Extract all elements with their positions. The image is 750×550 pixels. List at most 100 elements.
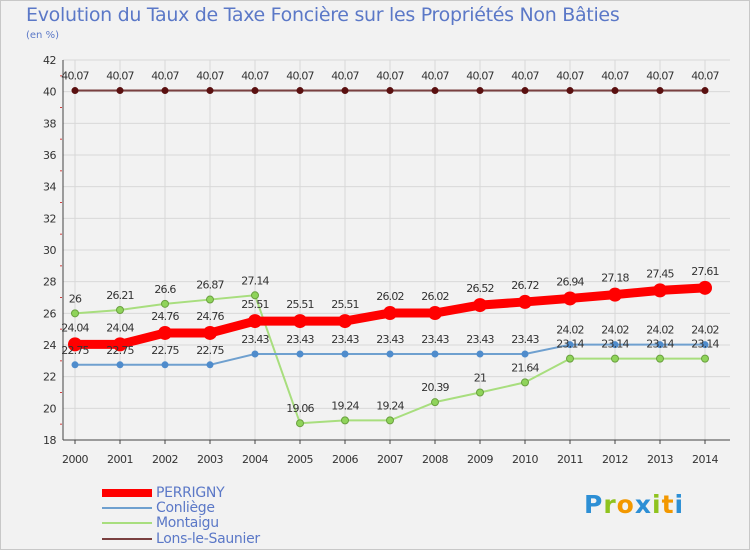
data-point-montaigu <box>566 354 574 363</box>
data-point-montaigu <box>206 295 214 304</box>
data-label-perrigny: 26.02 <box>376 290 404 303</box>
legend-item-conliege: Conliège <box>102 500 215 516</box>
legend-swatch-perrigny <box>102 489 152 497</box>
data-label-montaigu: 26.21 <box>106 289 134 302</box>
logo-letter: P <box>584 490 604 519</box>
data-label-perrigny: 26.52 <box>466 282 494 295</box>
grid <box>63 59 730 441</box>
data-label-lons-le-saunier: 40.07 <box>466 70 494 83</box>
data-label-montaigu: 23.14 <box>691 338 719 351</box>
data-label-montaigu: 19.24 <box>331 399 359 412</box>
axes: 18 20 22 24 26 28 30 32 34 36 38 40 42 2000 2001 2002 20… <box>43 54 730 466</box>
data-point-perrigny <box>518 294 532 309</box>
data-point-perrigny <box>608 287 622 302</box>
data-point-lons-le-saunier <box>611 87 619 95</box>
data-label-conliege: 22.75 <box>151 344 179 357</box>
x-tick-label: 2014 <box>692 453 718 466</box>
y-tick-label: 32 <box>43 212 56 225</box>
data-point-montaigu <box>521 378 529 387</box>
y-tick-label: 30 <box>43 244 56 257</box>
data-label-conliege: 23.43 <box>241 333 269 346</box>
data-point-perrigny <box>248 314 262 329</box>
data-label-lons-le-saunier: 40.07 <box>61 70 89 83</box>
data-point-montaigu <box>296 419 304 428</box>
data-label-montaigu: 19.06 <box>286 402 314 415</box>
data-label-conliege: 22.75 <box>61 344 89 357</box>
data-point-conliege <box>521 350 529 358</box>
data-label-perrigny: 25.51 <box>331 298 359 311</box>
chart-unit-label: (en %) <box>26 30 59 41</box>
data-point-lons-le-saunier <box>656 87 664 95</box>
data-point-lons-le-saunier <box>701 87 709 95</box>
data-point-lons-le-saunier <box>161 87 169 95</box>
data-label-perrigny: 27.61 <box>691 265 719 278</box>
x-tick-label: 2000 <box>62 453 88 466</box>
data-label-montaigu: 23.14 <box>556 338 584 351</box>
data-label-perrigny: 24.04 <box>61 321 89 334</box>
data-label-lons-le-saunier: 40.07 <box>196 70 224 83</box>
data-point-conliege <box>251 350 259 358</box>
data-label-perrigny: 24.76 <box>196 310 224 323</box>
data-label-conliege: 22.75 <box>196 344 224 357</box>
y-tick-label: 24 <box>43 339 56 352</box>
data-label-perrigny: 24.76 <box>151 310 179 323</box>
data-label-lons-le-saunier: 40.07 <box>511 70 539 83</box>
y-tick-label: 34 <box>43 181 56 194</box>
y-tick-label: 28 <box>43 276 56 289</box>
data-label-lons-le-saunier: 40.07 <box>421 70 449 83</box>
x-tick-label: 2003 <box>197 453 223 466</box>
legend-label-conliege: Conliège <box>156 500 215 516</box>
x-tick-label: 2004 <box>242 453 268 466</box>
data-point-conliege <box>206 361 214 369</box>
legend-swatch-montaigu <box>102 522 152 524</box>
x-tick-label: 2012 <box>602 453 628 466</box>
data-point-conliege <box>161 361 169 369</box>
logo-letter: r <box>603 490 617 519</box>
data-label-montaigu: 26.6 <box>154 283 176 296</box>
data-point-lons-le-saunier <box>71 87 79 95</box>
x-tick-label: 2011 <box>557 453 583 466</box>
data-label-perrigny: 26.02 <box>421 290 449 303</box>
data-label-perrigny: 25.51 <box>241 298 269 311</box>
legend-item-perrigny: PERRIGNY <box>102 485 225 501</box>
data-point-conliege <box>701 341 709 349</box>
logo-letter: i <box>674 490 685 519</box>
legend-swatch-conliege <box>102 507 152 509</box>
data-label-lons-le-saunier: 40.07 <box>151 70 179 83</box>
data-point-conliege <box>656 341 664 349</box>
chart-title: Evolution du Taux de Taxe Foncière sur l… <box>26 4 620 26</box>
data-label-perrigny: 27.18 <box>601 272 629 285</box>
data-label-conliege: 23.43 <box>286 333 314 346</box>
y-tick-label: 42 <box>43 54 56 67</box>
data-point-perrigny <box>428 306 442 321</box>
data-point-montaigu <box>701 354 709 363</box>
data-point-montaigu <box>161 299 169 308</box>
y-tick-label: 36 <box>43 149 56 162</box>
y-tick-label: 20 <box>43 402 56 415</box>
data-label-montaigu: 20.39 <box>421 381 449 394</box>
data-point-perrigny <box>293 314 307 329</box>
x-tick-label: 2009 <box>467 453 493 466</box>
data-label-perrigny: 26.72 <box>511 279 539 292</box>
data-point-lons-le-saunier <box>116 87 124 95</box>
data-label-lons-le-saunier: 40.07 <box>106 70 134 83</box>
legend-item-montaigu: Montaigu <box>102 515 219 531</box>
data-label-conliege: 23.43 <box>376 333 404 346</box>
logo-letter: t <box>661 490 675 519</box>
data-label-lons-le-saunier: 40.07 <box>556 70 584 83</box>
x-tick-label: 2010 <box>512 453 538 466</box>
data-point-lons-le-saunier <box>206 87 214 95</box>
data-label-montaigu: 23.14 <box>601 338 629 351</box>
data-point-conliege <box>71 361 79 369</box>
x-tick-label: 2006 <box>332 453 358 466</box>
data-point-perrigny <box>653 283 667 298</box>
legend-swatch-lons-le-saunier <box>102 538 152 540</box>
data-point-lons-le-saunier <box>566 87 574 95</box>
x-tick-label: 2002 <box>152 453 178 466</box>
x-tick-label: 2008 <box>422 453 448 466</box>
data-point-perrigny <box>473 298 487 313</box>
y-tick-label: 26 <box>43 307 56 320</box>
data-label-perrigny: 24.04 <box>106 321 134 334</box>
data-point-montaigu <box>656 354 664 363</box>
logo-letter: i <box>652 490 662 519</box>
